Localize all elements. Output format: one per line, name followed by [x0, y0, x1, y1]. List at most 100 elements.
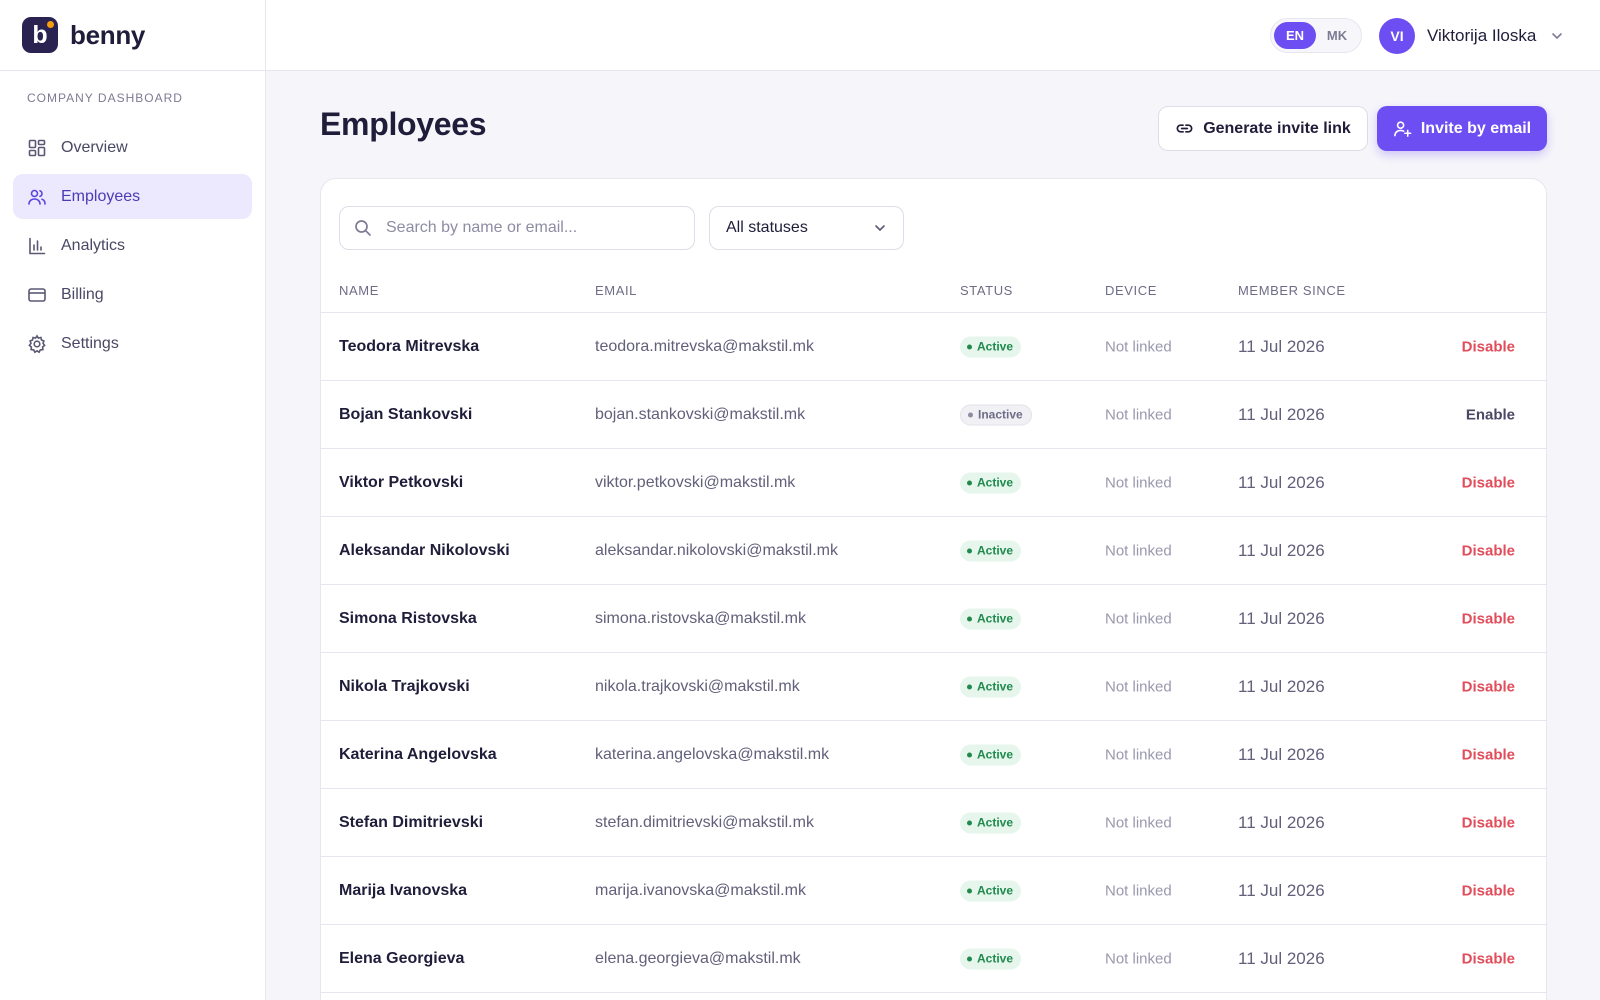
- status-label: Active: [977, 815, 1014, 830]
- status-badge: Active: [960, 880, 1022, 901]
- disable-button[interactable]: Disable: [1461, 882, 1515, 899]
- employee-email: elena.georgieva@makstil.mk: [595, 949, 801, 967]
- disable-button[interactable]: Disable: [1461, 610, 1515, 627]
- sidebar-item-analytics[interactable]: Analytics: [13, 223, 252, 268]
- employees-table-card: All statuses NAME EMAIL STATUS DEVICE ME…: [320, 178, 1547, 1000]
- gear-icon: [28, 334, 46, 353]
- status-badge: Active: [960, 336, 1022, 357]
- sidebar-item-label: Billing: [61, 285, 104, 303]
- device-status: Not linked: [1105, 610, 1172, 627]
- status-badge: Active: [960, 608, 1022, 629]
- column-header-member-since[interactable]: MEMBER SINCE: [1238, 283, 1346, 298]
- brand[interactable]: b benny: [0, 0, 265, 71]
- link-icon: [1176, 124, 1193, 133]
- sidebar-item-overview[interactable]: Overview: [13, 125, 252, 170]
- column-header-status[interactable]: STATUS: [960, 283, 1013, 298]
- disable-button[interactable]: Disable: [1461, 542, 1515, 559]
- sidebar-item-settings[interactable]: Settings: [13, 321, 252, 366]
- brand-name: benny: [70, 19, 146, 50]
- table-header: NAME EMAIL STATUS DEVICE MEMBER SINCE: [321, 269, 1546, 313]
- table-row: Viktor Petkovski viktor.petkovski@maksti…: [321, 449, 1546, 517]
- employee-name: Marija Ivanovska: [339, 881, 468, 899]
- table-body: Teodora Mitrevska teodora.mitrevska@maks…: [321, 313, 1546, 993]
- employee-name: Viktor Petkovski: [339, 473, 464, 491]
- status-badge: Active: [960, 948, 1022, 969]
- column-header-email[interactable]: EMAIL: [595, 283, 638, 298]
- sidebar-item-employees[interactable]: Employees: [13, 174, 252, 219]
- member-since: 11 Jul 2026: [1238, 812, 1325, 832]
- status-label: Active: [977, 475, 1014, 490]
- table-row: Simona Ristovska simona.ristovska@maksti…: [321, 585, 1546, 653]
- disable-button[interactable]: Disable: [1461, 746, 1515, 763]
- credit-card-icon: [28, 287, 46, 302]
- table-row: Stefan Dimitrievski stefan.dimitrievski@…: [321, 789, 1546, 857]
- logo-dot: [47, 21, 54, 28]
- member-since: 11 Jul 2026: [1238, 540, 1325, 560]
- topbar: EN MK VI Viktorija Iloska: [266, 0, 1600, 71]
- avatar: VI: [1379, 17, 1415, 54]
- sidebar: b benny COMPANY DASHBOARD Overview Emplo…: [0, 0, 266, 1000]
- device-status: Not linked: [1105, 474, 1172, 491]
- table-row: Marija Ivanovska marija.ivanovska@maksti…: [321, 857, 1546, 925]
- device-status: Not linked: [1105, 406, 1172, 423]
- search-input[interactable]: [386, 219, 676, 237]
- disable-button[interactable]: Disable: [1461, 338, 1515, 355]
- device-status: Not linked: [1105, 814, 1172, 831]
- member-since: 11 Jul 2026: [1238, 880, 1325, 900]
- table-row: Teodora Mitrevska teodora.mitrevska@maks…: [321, 313, 1546, 381]
- device-status: Not linked: [1105, 882, 1172, 899]
- status-badge: Active: [960, 812, 1022, 833]
- device-status: Not linked: [1105, 746, 1172, 763]
- column-header-name[interactable]: NAME: [339, 283, 379, 298]
- chevron-down-icon: [1552, 32, 1563, 39]
- status-badge: Active: [960, 472, 1022, 493]
- table-row: Elena Georgieva elena.georgieva@makstil.…: [321, 925, 1546, 993]
- chevron-down-icon: [875, 225, 885, 232]
- sidebar-item-label: Overview: [61, 138, 128, 156]
- employee-name: Elena Georgieva: [339, 949, 465, 967]
- language-option-en[interactable]: EN: [1274, 22, 1316, 49]
- language-switcher: EN MK: [1270, 18, 1362, 53]
- add-user-icon: [1393, 121, 1412, 137]
- employee-email: katerina.angelovska@makstil.mk: [595, 745, 830, 763]
- bar-chart-icon: [29, 237, 46, 254]
- column-header-device[interactable]: DEVICE: [1105, 283, 1158, 298]
- sidebar-item-billing[interactable]: Billing: [13, 272, 252, 317]
- table-row: Nikola Trajkovski nikola.trajkovski@maks…: [321, 653, 1546, 721]
- member-since: 11 Jul 2026: [1238, 608, 1325, 628]
- disable-button[interactable]: Disable: [1461, 950, 1515, 967]
- table-row: Aleksandar Nikolovski aleksandar.nikolov…: [321, 517, 1546, 585]
- status-label: Active: [977, 883, 1014, 898]
- employee-name: Simona Ristovska: [339, 609, 477, 627]
- table-row: Bojan Stankovski bojan.stankovski@maksti…: [321, 381, 1546, 449]
- disable-button[interactable]: Disable: [1461, 678, 1515, 695]
- employee-email: stefan.dimitrievski@makstil.mk: [595, 813, 814, 831]
- disable-button[interactable]: Disable: [1461, 474, 1515, 491]
- invite-by-email-button[interactable]: Invite by email: [1377, 106, 1547, 151]
- language-option-mk[interactable]: MK: [1326, 28, 1348, 43]
- member-since: 11 Jul 2026: [1238, 336, 1325, 356]
- enable-button[interactable]: Enable: [1465, 406, 1515, 423]
- device-status: Not linked: [1105, 950, 1172, 967]
- status-badge: Inactive: [960, 404, 1032, 425]
- disable-button[interactable]: Disable: [1461, 814, 1515, 831]
- employee-email: marija.ivanovska@makstil.mk: [595, 881, 806, 899]
- employee-email: simona.ristovska@makstil.mk: [595, 609, 806, 627]
- status-filter-select[interactable]: All statuses: [709, 206, 904, 250]
- generate-invite-link-button[interactable]: Generate invite link: [1158, 106, 1368, 151]
- member-since: 11 Jul 2026: [1238, 676, 1325, 696]
- search-box[interactable]: [339, 206, 695, 250]
- member-since: 11 Jul 2026: [1238, 948, 1325, 968]
- user-menu[interactable]: VI Viktorija Iloska: [1379, 17, 1564, 54]
- employee-email: bojan.stankovski@makstil.mk: [595, 405, 806, 423]
- status-label: Active: [977, 543, 1014, 558]
- status-label: Active: [977, 339, 1014, 354]
- member-since: 11 Jul 2026: [1238, 404, 1325, 424]
- device-status: Not linked: [1105, 678, 1172, 695]
- employee-name: Aleksandar Nikolovski: [339, 541, 510, 559]
- generate-invite-link-label: Generate invite link: [1203, 119, 1351, 137]
- member-since: 11 Jul 2026: [1238, 744, 1325, 764]
- employee-email: teodora.mitrevska@makstil.mk: [595, 337, 814, 355]
- status-label: Active: [977, 747, 1014, 762]
- table-row: Katerina Angelovska katerina.angelovska@…: [321, 721, 1546, 789]
